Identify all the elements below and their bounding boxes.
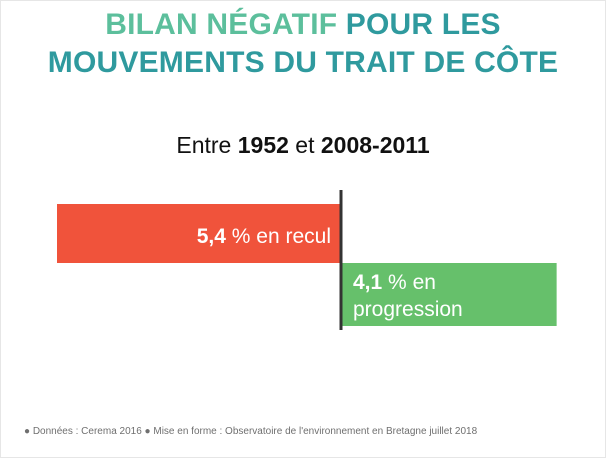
source-footer: ● Données : Cerema 2016 ● Mise en forme … (24, 426, 478, 437)
title-rest: POUR LES (337, 8, 501, 41)
bar-recul (57, 204, 341, 263)
unit-recul: % (226, 225, 251, 248)
page-title: BILAN NÉGATIF POUR LES MOUVEMENTS DU TRA… (0, 6, 606, 82)
bar-label-progression-line2: progression (353, 298, 463, 321)
unit-progression: % (382, 271, 407, 294)
label-text-progression-1: en (413, 271, 436, 294)
bar-label-recul: 5,4 % en recul (197, 225, 331, 248)
value-recul: 5,4 (197, 225, 227, 248)
value-progression: 4,1 (353, 271, 383, 294)
bar-progression (341, 263, 557, 326)
subtitle-prefix: Entre (176, 132, 238, 158)
label-text-recul: en recul (256, 225, 331, 248)
bar-label-progression-line1: 4,1 % en (353, 271, 436, 294)
subtitle-start-year: 1952 (237, 132, 289, 158)
title-highlight: BILAN NÉGATIF (105, 8, 338, 41)
chart-subtitle: Entre 1952 et 2008-2011 (0, 132, 606, 159)
subtitle-end-years: 2008-2011 (320, 132, 430, 158)
title-line2: MOUVEMENTS DU TRAIT DE CÔTE (47, 46, 559, 79)
subtitle-middle: et (288, 132, 321, 158)
